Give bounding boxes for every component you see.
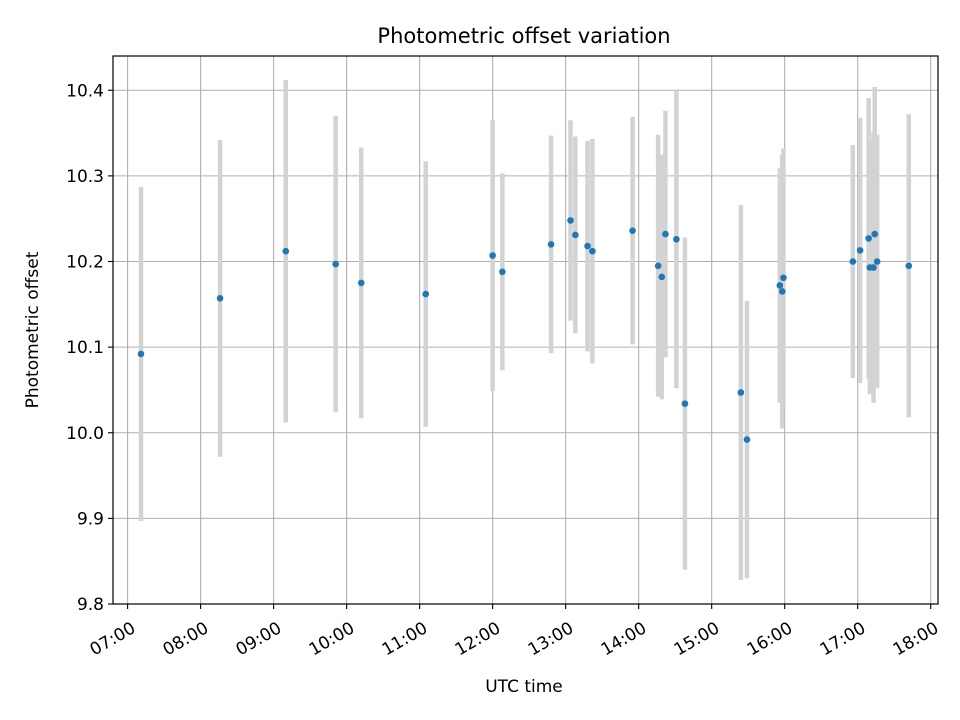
data-point [332, 260, 339, 268]
data-point [870, 264, 877, 271]
data-point [422, 290, 430, 298]
data-point [737, 389, 745, 396]
data-point [673, 235, 680, 243]
data-point [589, 247, 596, 255]
data-point [681, 400, 689, 407]
data-point [499, 268, 506, 276]
data-point [489, 252, 496, 259]
data-point [776, 282, 784, 289]
chart-title: Photometric offset variation [377, 24, 670, 48]
data-point [584, 242, 591, 250]
y-tick-label: 10.1 [66, 338, 104, 358]
x-axis-label: UTC time [485, 677, 563, 697]
data-point [849, 258, 857, 265]
data-point [654, 262, 662, 270]
plot-frame [112, 55, 939, 605]
data-point [567, 217, 574, 224]
data-point [282, 247, 290, 255]
data-point [743, 436, 751, 443]
data-point [873, 258, 881, 265]
data-point [905, 262, 913, 270]
y-tick-label: 9.9 [77, 509, 104, 529]
data-point [778, 288, 786, 295]
y-tick-label: 10.0 [66, 424, 104, 444]
data-point [547, 241, 555, 248]
data-point [780, 274, 787, 282]
data-point [357, 279, 365, 287]
data-point [856, 247, 864, 254]
y-tick-label: 10.3 [66, 167, 104, 187]
data-point [658, 273, 666, 281]
data-point [871, 230, 879, 238]
data-point [662, 230, 669, 238]
y-axis-label: Photometric offset [23, 251, 43, 408]
y-tick-label: 10.4 [66, 81, 104, 101]
data-point [216, 295, 224, 302]
y-tick-label: 10.2 [66, 253, 104, 273]
data-point [865, 235, 872, 242]
point-layer [137, 217, 913, 443]
y-axis: 9.8 9.9 10.0 10.1 10.2 10.3 10.4 [66, 81, 113, 615]
data-point [137, 350, 145, 358]
data-point [629, 227, 636, 234]
data-point [572, 231, 579, 239]
y-tick-label: 9.8 [77, 595, 104, 615]
